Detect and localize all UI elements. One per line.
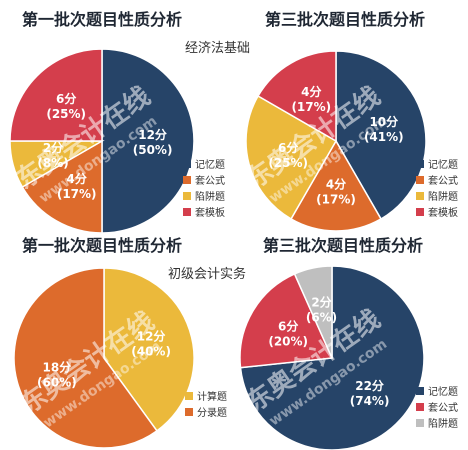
chart-title-top-right: 第三批次题目性质分析: [265, 10, 426, 29]
legend-swatch-0-3: [183, 208, 191, 216]
slice-count-label-3-1: 6分: [278, 319, 298, 334]
pie-group-1: 10分(41%)4分(17%)6分(25%)4分(17%)记忆题套公式陷阱题套模…: [245, 50, 458, 232]
slice-percent-label-1-0: (41%): [364, 130, 404, 144]
slice-percent-label-0-2: (8%): [37, 156, 68, 170]
legend-swatch-1-3: [416, 208, 424, 216]
pie-slice-3-1: [239, 272, 334, 369]
pie-slice-0-3: [9, 48, 103, 142]
slice-count-label-3-2: 2分: [311, 295, 331, 310]
pie-slice-0-0: [101, 48, 195, 234]
legend-swatch-2-0: [185, 392, 193, 400]
slice-percent-label-1-1: (17%): [316, 193, 356, 207]
pie-slice-3-2: [293, 265, 333, 359]
pie-slice-2-0: [103, 267, 195, 432]
legend-label-1-2: 陷阱题: [428, 190, 458, 203]
pie-slice-2-1: [13, 267, 158, 449]
slice-percent-label-2-0: (40%): [131, 345, 171, 359]
slice-count-label-0-0: 12分: [138, 127, 167, 142]
slice-percent-label-3-1: (20%): [268, 335, 308, 349]
legend-swatch-0-1: [183, 176, 191, 184]
chart-title-bottom-right: 第三批次题目性质分析: [263, 236, 424, 255]
legend-swatch-1-2: [416, 192, 424, 200]
legend-swatch-0-0: [183, 160, 191, 168]
legend-label-0-0: 记忆题: [195, 158, 225, 171]
legend-label-3-1: 套公式: [428, 401, 458, 414]
slice-count-label-3-0: 22分: [355, 378, 384, 393]
legend-label-3-2: 陷阱题: [428, 417, 458, 430]
slice-count-label-1-1: 4分: [326, 177, 346, 192]
slice-percent-label-1-2: (25%): [268, 156, 308, 170]
pie-slice-1-1: [289, 139, 383, 232]
slice-percent-label-3-0: (74%): [350, 394, 390, 408]
slice-count-label-2-0: 12分: [137, 329, 166, 344]
section-subtitle-accounting-practice: 初级会计实务: [168, 267, 247, 282]
legend-label-1-1: 套公式: [428, 174, 458, 187]
legend-swatch-2-1: [185, 408, 193, 416]
chart-title-top-left: 第一批次题目性质分析: [22, 10, 183, 29]
legend-swatch-1-0: [416, 160, 424, 168]
legend-swatch-3-2: [416, 419, 424, 427]
slice-percent-label-3-2: (6%): [306, 311, 337, 325]
section-subtitle-economic-law: 经济法基础: [185, 41, 251, 56]
slice-count-label-2-1: 18分: [43, 359, 72, 374]
legend-label-0-3: 套模板: [195, 206, 225, 219]
legend-swatch-3-0: [416, 387, 424, 395]
legend-swatch-3-1: [416, 403, 424, 411]
slice-count-label-1-0: 10分: [369, 114, 398, 129]
legend-swatch-0-2: [183, 192, 191, 200]
legend-swatch-1-1: [416, 176, 424, 184]
legend-label-2-1: 分录题: [197, 407, 227, 419]
slice-percent-label-0-1: (17%): [57, 187, 97, 201]
pie-slice-1-2: [245, 94, 338, 220]
legend-label-0-1: 套公式: [195, 174, 225, 187]
legend-label-2-0: 计算题: [197, 390, 227, 403]
chart-title-bottom-left: 第一批次题目性质分析: [22, 236, 183, 255]
slice-count-label-0-2: 2分: [43, 140, 63, 155]
pie-slice-0-1: [21, 139, 103, 234]
pie-slice-1-3: [257, 50, 337, 143]
legend-label-1-3: 套模板: [428, 206, 458, 219]
slice-count-label-1-3: 4分: [301, 84, 321, 99]
slice-count-label-1-2: 6分: [278, 140, 298, 155]
legend-label-1-0: 记忆题: [428, 158, 458, 171]
slice-percent-label-0-3: (25%): [46, 107, 86, 121]
slice-count-label-0-3: 6分: [56, 91, 76, 106]
slice-percent-label-1-3: (17%): [291, 100, 331, 114]
slice-count-label-0-1: 4分: [67, 171, 87, 186]
pie-slice-1-0: [335, 50, 427, 220]
legend-label-3-0: 记忆题: [428, 385, 458, 398]
slice-percent-label-0-0: (50%): [133, 143, 173, 157]
legend-label-0-2: 陷阱题: [195, 190, 225, 203]
slice-percent-label-2-1: (60%): [37, 375, 77, 389]
